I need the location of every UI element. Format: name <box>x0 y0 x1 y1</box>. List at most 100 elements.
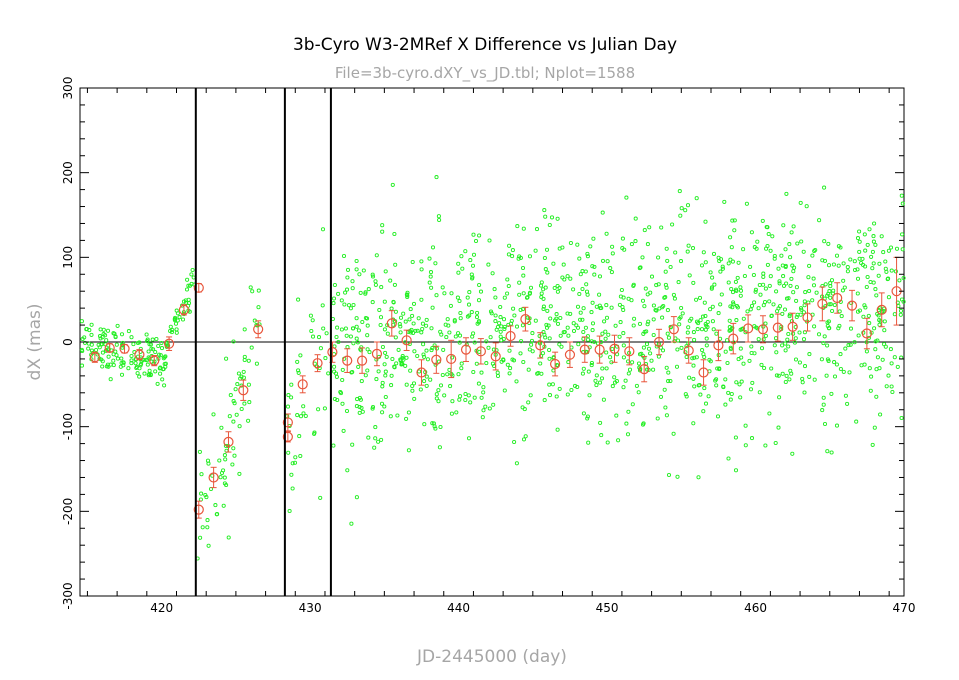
data-point <box>749 303 755 308</box>
mean-marker <box>163 338 175 349</box>
data-point <box>173 321 179 326</box>
mean-marker <box>193 282 204 293</box>
data-point <box>459 254 464 259</box>
data-point <box>332 282 337 288</box>
data-point <box>590 328 595 333</box>
data-point <box>438 383 444 388</box>
mean-marker <box>282 417 293 428</box>
data-point <box>783 247 788 252</box>
data-point <box>694 196 699 201</box>
data-point <box>725 360 730 366</box>
data-point <box>867 366 872 371</box>
data-point <box>781 283 787 288</box>
data-point <box>660 305 665 310</box>
data-point <box>415 353 420 359</box>
data-point <box>308 313 313 318</box>
data-point <box>104 364 109 369</box>
data-point <box>787 377 792 382</box>
data-point <box>826 291 831 296</box>
data-point <box>392 364 397 369</box>
data-point <box>538 283 544 288</box>
data-point <box>517 280 522 285</box>
data-point <box>886 295 891 300</box>
data-point <box>571 321 576 326</box>
data-point <box>411 301 417 306</box>
data-point <box>242 327 247 332</box>
data-point <box>761 274 766 279</box>
data-point <box>410 388 415 393</box>
data-point <box>789 230 794 235</box>
data-point <box>797 360 802 365</box>
data-point <box>801 249 806 254</box>
data-point <box>585 337 591 342</box>
data-point <box>832 360 837 365</box>
data-point <box>443 322 448 327</box>
data-point <box>396 347 401 352</box>
data-point <box>434 175 439 180</box>
data-point <box>614 413 619 418</box>
data-point <box>863 305 868 310</box>
data-point <box>798 312 803 317</box>
data-point <box>515 224 520 229</box>
data-point <box>495 370 500 375</box>
data-point <box>670 222 675 227</box>
data-point <box>403 363 408 368</box>
data-point <box>425 357 430 362</box>
data-point <box>365 368 370 373</box>
data-point <box>101 327 106 332</box>
data-point <box>442 393 447 398</box>
data-point <box>484 339 489 344</box>
data-point <box>354 324 359 329</box>
data-point <box>481 408 486 413</box>
data-point <box>197 449 202 454</box>
data-point <box>254 361 259 366</box>
data-point <box>162 361 167 367</box>
data-point <box>104 338 109 343</box>
data-point <box>518 307 523 312</box>
data-point <box>232 453 237 458</box>
data-point <box>750 380 755 385</box>
data-point <box>884 384 889 389</box>
data-point <box>832 302 837 308</box>
data-point <box>585 251 590 256</box>
data-point <box>412 349 417 354</box>
data-point <box>738 395 743 400</box>
data-point <box>691 280 696 285</box>
data-point <box>382 362 387 367</box>
data-point <box>550 382 555 387</box>
data-point <box>436 214 441 219</box>
data-point <box>869 374 874 379</box>
data-point <box>827 302 832 307</box>
y-tick-label: 100 <box>61 246 75 269</box>
mean-marker <box>89 352 100 363</box>
data-point <box>780 343 785 348</box>
data-point <box>900 201 905 206</box>
data-point <box>351 302 356 308</box>
data-point <box>522 407 527 412</box>
data-point <box>289 382 294 387</box>
data-point <box>861 314 866 319</box>
data-point <box>630 402 635 407</box>
data-point <box>632 316 637 321</box>
mean-marker <box>149 355 160 366</box>
data-point <box>403 319 408 324</box>
data-point <box>651 367 656 372</box>
data-point <box>754 325 759 330</box>
data-point <box>741 247 746 252</box>
data-point <box>708 307 713 312</box>
data-point <box>383 269 388 274</box>
data-point <box>436 399 441 404</box>
data-point <box>654 308 659 313</box>
data-point <box>873 287 878 292</box>
data-point <box>732 228 737 233</box>
data-point <box>459 361 464 366</box>
data-point <box>664 365 669 370</box>
data-point <box>459 366 464 371</box>
data-point <box>450 355 455 360</box>
mean-marker <box>490 351 501 362</box>
data-point <box>586 440 591 445</box>
data-point <box>495 324 500 330</box>
data-point <box>457 340 462 345</box>
data-point <box>589 339 594 344</box>
data-point <box>373 282 378 287</box>
